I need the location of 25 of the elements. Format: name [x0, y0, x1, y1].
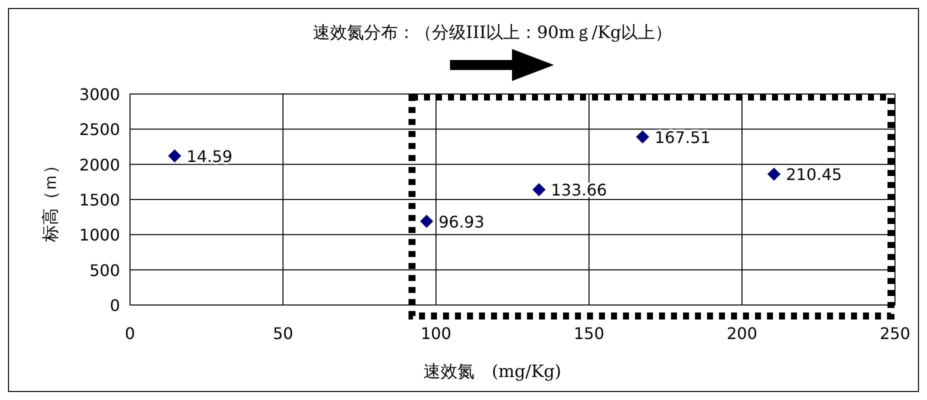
x-tick-label: 250	[880, 324, 910, 343]
x-tick-label: 0	[124, 324, 136, 343]
y-axis-title: 标高（ｍ）	[41, 157, 61, 243]
x-tick-label: 50	[272, 324, 294, 343]
point	[168, 149, 182, 162]
annotation: 167.51	[654, 128, 711, 147]
x-axis-title: 速效氮 (mg/Kg)	[424, 362, 562, 382]
annotation: 96.93	[438, 212, 484, 232]
point	[532, 183, 546, 196]
annotation: 210.45	[786, 165, 842, 184]
y-tick-label: 2000	[79, 155, 120, 174]
point	[767, 168, 781, 181]
x-tick-label: 100	[420, 324, 452, 343]
point	[420, 214, 434, 228]
x-tick-label: 200	[726, 324, 758, 343]
x-tick-label: 150	[574, 324, 604, 343]
y-tick-label: 1000	[79, 226, 120, 245]
y-tick-label: 1500	[79, 190, 120, 210]
y-tick-label: 500	[89, 260, 120, 280]
annotation: 14.59	[186, 146, 232, 166]
y-tick-label: 3000	[79, 85, 120, 104]
chart-title: 速效氮分布：（分级III以上：90mｇ/Kg以上）	[312, 23, 672, 43]
y-tick-label: 2500	[79, 120, 120, 140]
y-tick-label: 0	[110, 296, 120, 315]
point	[636, 130, 650, 144]
